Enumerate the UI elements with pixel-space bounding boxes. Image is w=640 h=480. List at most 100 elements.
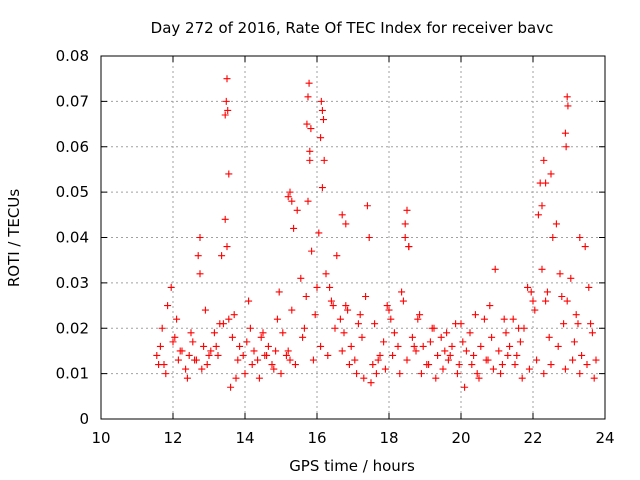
data-point — [390, 329, 398, 337]
y-tick-label: 0.01 — [56, 365, 89, 383]
data-point — [306, 156, 314, 164]
data-point — [385, 306, 393, 314]
y-tick-label: 0.03 — [56, 274, 89, 292]
data-point — [412, 347, 420, 355]
data-point — [374, 356, 382, 364]
data-point — [284, 347, 292, 355]
data-point — [457, 320, 465, 328]
data-point — [455, 361, 463, 369]
data-point — [158, 324, 166, 332]
x-axis-title: GPS time / hours — [289, 457, 415, 475]
data-point — [313, 283, 321, 291]
data-point — [222, 97, 230, 105]
data-point — [417, 370, 425, 378]
data-point — [372, 370, 380, 378]
data-point — [360, 374, 368, 382]
data-point — [561, 129, 569, 137]
data-point — [446, 351, 454, 359]
data-point — [275, 288, 283, 296]
data-point — [419, 342, 427, 350]
x-tick-label: 10 — [91, 429, 110, 447]
data-point — [394, 342, 402, 350]
data-point — [399, 297, 407, 305]
data-point — [583, 361, 591, 369]
data-point — [471, 311, 479, 319]
data-point — [174, 356, 182, 364]
data-point — [290, 224, 298, 232]
data-point — [185, 351, 193, 359]
data-point — [353, 370, 361, 378]
data-point — [324, 351, 332, 359]
data-point — [284, 193, 292, 201]
data-point — [362, 292, 370, 300]
data-point — [317, 342, 325, 350]
data-point — [347, 342, 355, 350]
data-point — [304, 197, 312, 205]
data-point — [225, 315, 233, 323]
data-point — [518, 374, 526, 382]
y-axis-title: ROTI / TECUs — [5, 189, 23, 287]
data-point — [221, 111, 229, 119]
data-point — [156, 342, 164, 350]
data-point — [462, 347, 470, 355]
data-point — [552, 220, 560, 228]
data-point — [405, 243, 413, 251]
data-point — [444, 356, 452, 364]
data-point — [574, 320, 582, 328]
data-point — [504, 351, 512, 359]
data-point — [331, 324, 339, 332]
data-point — [585, 283, 593, 291]
data-point — [543, 288, 551, 296]
data-point — [320, 156, 328, 164]
data-point — [307, 125, 315, 133]
data-point — [153, 351, 161, 359]
data-point — [437, 333, 445, 341]
data-point — [277, 370, 285, 378]
data-point — [189, 338, 197, 346]
data-point — [297, 274, 305, 282]
data-point — [223, 75, 231, 83]
data-point — [248, 361, 256, 369]
data-point — [495, 347, 503, 355]
data-point — [534, 211, 542, 219]
data-point — [564, 102, 572, 110]
data-point — [236, 342, 244, 350]
data-point — [515, 324, 523, 332]
data-point — [183, 374, 191, 382]
data-point — [371, 320, 379, 328]
data-point — [322, 270, 330, 278]
data-point — [525, 365, 533, 373]
data-point — [354, 320, 362, 328]
data-point — [475, 374, 483, 382]
data-point — [326, 283, 334, 291]
data-point — [270, 365, 278, 373]
data-point — [205, 351, 213, 359]
data-point — [376, 351, 384, 359]
data-point — [232, 374, 240, 382]
data-points — [153, 75, 600, 391]
data-point — [538, 265, 546, 273]
data-point — [336, 315, 344, 323]
data-point — [286, 356, 294, 364]
data-point — [470, 351, 478, 359]
data-point — [477, 342, 485, 350]
data-point — [317, 134, 325, 142]
data-point — [434, 351, 442, 359]
data-point — [488, 333, 496, 341]
data-point — [590, 374, 598, 382]
data-point — [176, 347, 184, 355]
data-point — [216, 320, 224, 328]
data-point — [273, 315, 281, 323]
data-point — [502, 329, 510, 337]
data-point — [513, 351, 521, 359]
x-tick-labels: 10 12 14 16 18 20 22 24 — [91, 429, 614, 447]
data-point — [497, 370, 505, 378]
data-point — [489, 365, 497, 373]
data-point — [171, 333, 179, 341]
data-point — [547, 170, 555, 178]
data-point — [203, 361, 211, 369]
data-point — [432, 374, 440, 382]
data-point — [291, 361, 299, 369]
data-point — [338, 211, 346, 219]
